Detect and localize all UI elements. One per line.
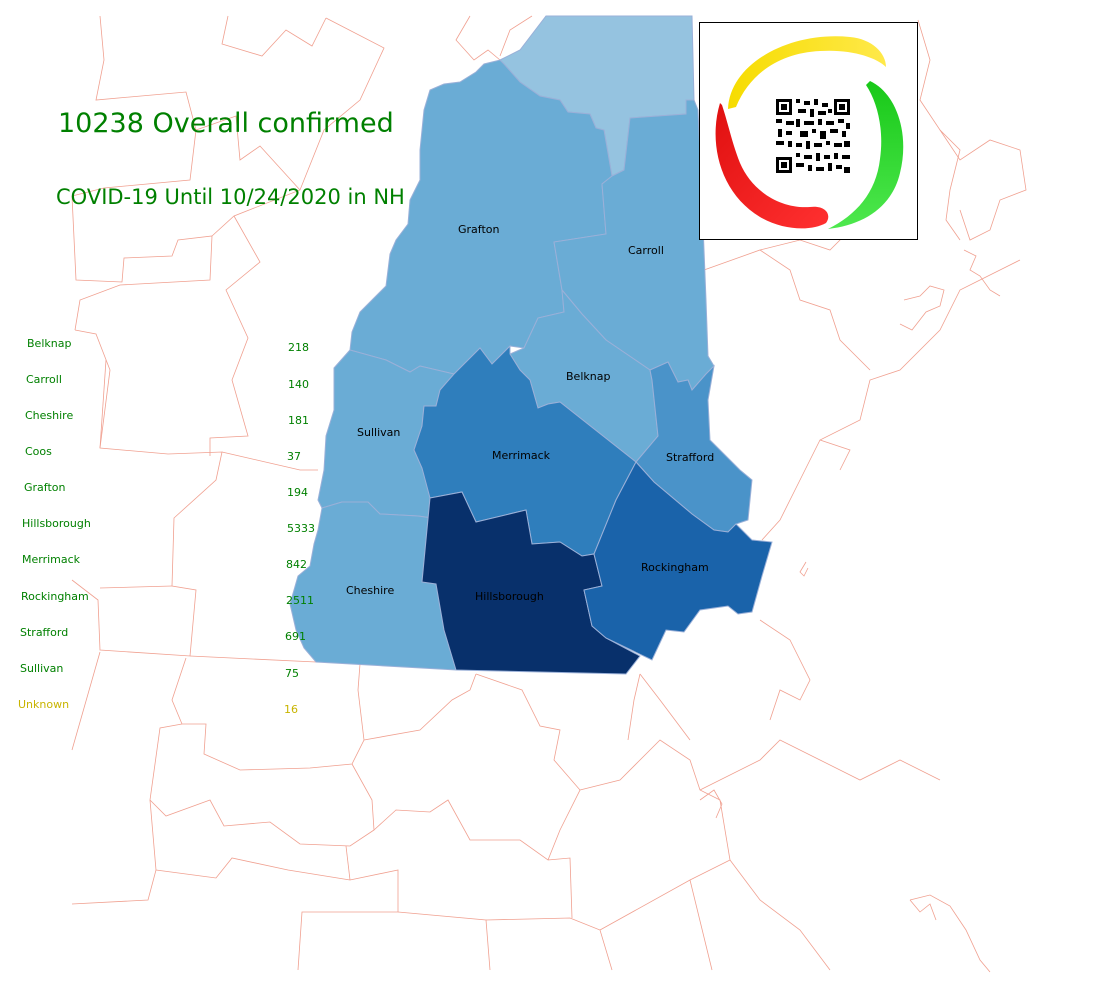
legend-value-belknap: 218 (288, 341, 309, 354)
county-label: Rockingham (641, 561, 709, 574)
legend-name-coos: Coos (25, 445, 52, 458)
legend-value-carroll: 140 (288, 378, 309, 391)
legend-name-cheshire: Cheshire (25, 409, 74, 422)
legend-value-cheshire: 181 (288, 414, 309, 427)
legend-name-grafton: Grafton (24, 481, 66, 494)
legend-value-coos: 37 (287, 450, 301, 463)
county-labels: Grafton Carroll Belknap Sullivan Merrima… (346, 223, 714, 603)
logo-ring-icon (715, 36, 904, 229)
legend-value-unknown: 16 (284, 703, 298, 716)
legend-name-strafford: Strafford (20, 626, 69, 639)
overall-confirmed-headline: 10238 Overall confirmed (58, 108, 394, 139)
legend-name-rockingham: Rockingham (21, 590, 89, 603)
legend-value-grafton: 194 (287, 486, 308, 499)
map-subtitle: COVID-19 Until 10/24/2020 in NH (56, 185, 405, 209)
county-label: Belknap (566, 370, 610, 383)
legend-name-carroll: Carroll (26, 373, 62, 386)
qr-logo-box (699, 22, 918, 240)
legend-name-sullivan: Sullivan (20, 662, 64, 675)
neighboring-county-borders (71, 15, 1027, 973)
county-label: Merrimack (492, 449, 551, 462)
county-label: Sullivan (357, 426, 400, 439)
yellow-swoosh (728, 36, 886, 109)
county-label: Hillsborough (475, 590, 544, 603)
qr-code-icon (774, 97, 852, 175)
legend-value-strafford: 691 (285, 630, 306, 643)
legend-value-sullivan: 75 (285, 667, 299, 680)
legend-value-hillsborough: 5333 (287, 522, 315, 535)
legend-name-hillsborough: Hillsborough (22, 517, 91, 530)
red-swoosh (715, 103, 829, 229)
green-swoosh (828, 81, 904, 229)
legend-value-rockingham: 2511 (286, 594, 314, 607)
nh-counties (289, 15, 773, 675)
county-rockingham (583, 461, 773, 661)
legend-name-unknown: Unknown (18, 698, 70, 711)
county-label: Grafton (458, 223, 500, 236)
legend-name-belknap: Belknap (27, 337, 72, 350)
legend-value-merrimack: 842 (286, 558, 307, 571)
county-label: Cheshire (346, 584, 394, 597)
legend-name-merrimack: Merrimack (22, 553, 81, 566)
county-label: Strafford (666, 451, 714, 464)
county-label: Carroll (628, 244, 664, 257)
